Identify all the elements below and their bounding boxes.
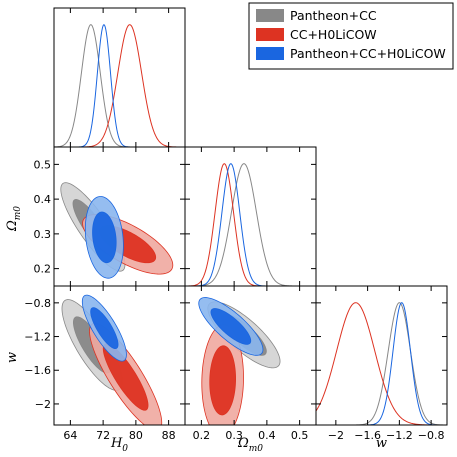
legend-swatch-0 xyxy=(256,9,284,22)
y-tick-label-w: −1.6 xyxy=(24,364,51,377)
x-tick-label-om: 0.3 xyxy=(225,429,243,442)
axis-labels: H0 Ωm0 w Ωm0 w xyxy=(5,206,387,454)
panel-frame-1-1 xyxy=(184,146,317,287)
legend-label-1: CC+H0LiCOW xyxy=(290,27,377,42)
contour-68-w_h0-2 xyxy=(90,307,119,350)
contour-68-w_h0-1 xyxy=(102,343,149,411)
panel-frames xyxy=(53,7,448,426)
legend-label-0: Pantheon+CC xyxy=(290,8,377,23)
x-tick-label-h0: 72 xyxy=(96,429,110,442)
marginal-curve-om-0 xyxy=(185,163,316,286)
panel-frame-0-0 xyxy=(53,7,186,148)
legend-label-2: Pantheon+CC+H0LiCOW xyxy=(290,46,446,61)
marginal-curve-h0-0 xyxy=(54,24,185,147)
y-axis-label-om: Ωm0 xyxy=(5,206,23,232)
legend-swatch-2 xyxy=(256,47,284,60)
marginal-curve-w-0 xyxy=(316,302,447,425)
x-tick-label-w: −1.2 xyxy=(386,429,413,442)
y-tick-label-w: −0.8 xyxy=(24,297,51,310)
panel-om-marginal xyxy=(185,163,316,286)
y-tick-label-om: 0.4 xyxy=(34,193,52,206)
marginal-curve-w-1 xyxy=(316,302,447,425)
x-axis-label-om: Ωm0 xyxy=(237,436,263,454)
x-tick-label-h0: 88 xyxy=(162,429,176,442)
y-tick-label-w: −1.2 xyxy=(24,331,51,344)
contour-68-w_om-1 xyxy=(209,345,237,416)
legend: Pantheon+CC CC+H0LiCOW Pantheon+CC+H0LiCOW xyxy=(248,2,454,70)
legend-swatch-1 xyxy=(256,28,284,41)
panel-om-vs-h0 xyxy=(60,182,174,279)
x-tick-label-w: −2 xyxy=(328,429,344,442)
y-tick-label-om: 0.5 xyxy=(34,158,52,171)
y-tick-label-om: 0.2 xyxy=(34,263,52,276)
x-tick-label-om: 0.4 xyxy=(258,429,276,442)
panel-frame-2-2 xyxy=(315,285,448,426)
x-tick-label-om: 0.5 xyxy=(291,429,309,442)
axis-ticks: 64 72 80 88 0.2 0.3 0.4 0.5 −2 −1.6 −1.2 −0.8 0.2 0.3… xyxy=(24,8,447,442)
x-tick-label-w: −0.8 xyxy=(418,429,445,442)
marginal-curve-h0-1 xyxy=(54,24,185,147)
marginal-curve-om-1 xyxy=(185,163,316,286)
marginal-curve-om-2 xyxy=(185,163,316,286)
y-tick-label-w: −2 xyxy=(35,398,51,411)
marginal-curve-w-2 xyxy=(316,302,447,425)
contour-68-w_om-2 xyxy=(210,308,252,345)
panel-w-vs-om xyxy=(198,297,281,425)
x-tick-label-w: −1.6 xyxy=(354,429,381,442)
y-axis-label-w: w xyxy=(5,352,20,363)
x-axis-label-h0: H0 xyxy=(110,436,128,454)
contour-68-om_h0-2 xyxy=(92,211,117,264)
y-tick-label-om: 0.3 xyxy=(34,228,52,241)
x-tick-label-h0: 64 xyxy=(63,429,77,442)
x-tick-label-om: 0.2 xyxy=(193,429,211,442)
panel-w-marginal xyxy=(316,302,447,425)
panel-h0-marginal xyxy=(54,24,185,147)
marginal-curve-h0-2 xyxy=(54,24,185,147)
x-axis-label-w: w xyxy=(376,436,387,451)
panel-w-vs-h0 xyxy=(61,294,163,425)
x-tick-label-h0: 80 xyxy=(129,429,143,442)
